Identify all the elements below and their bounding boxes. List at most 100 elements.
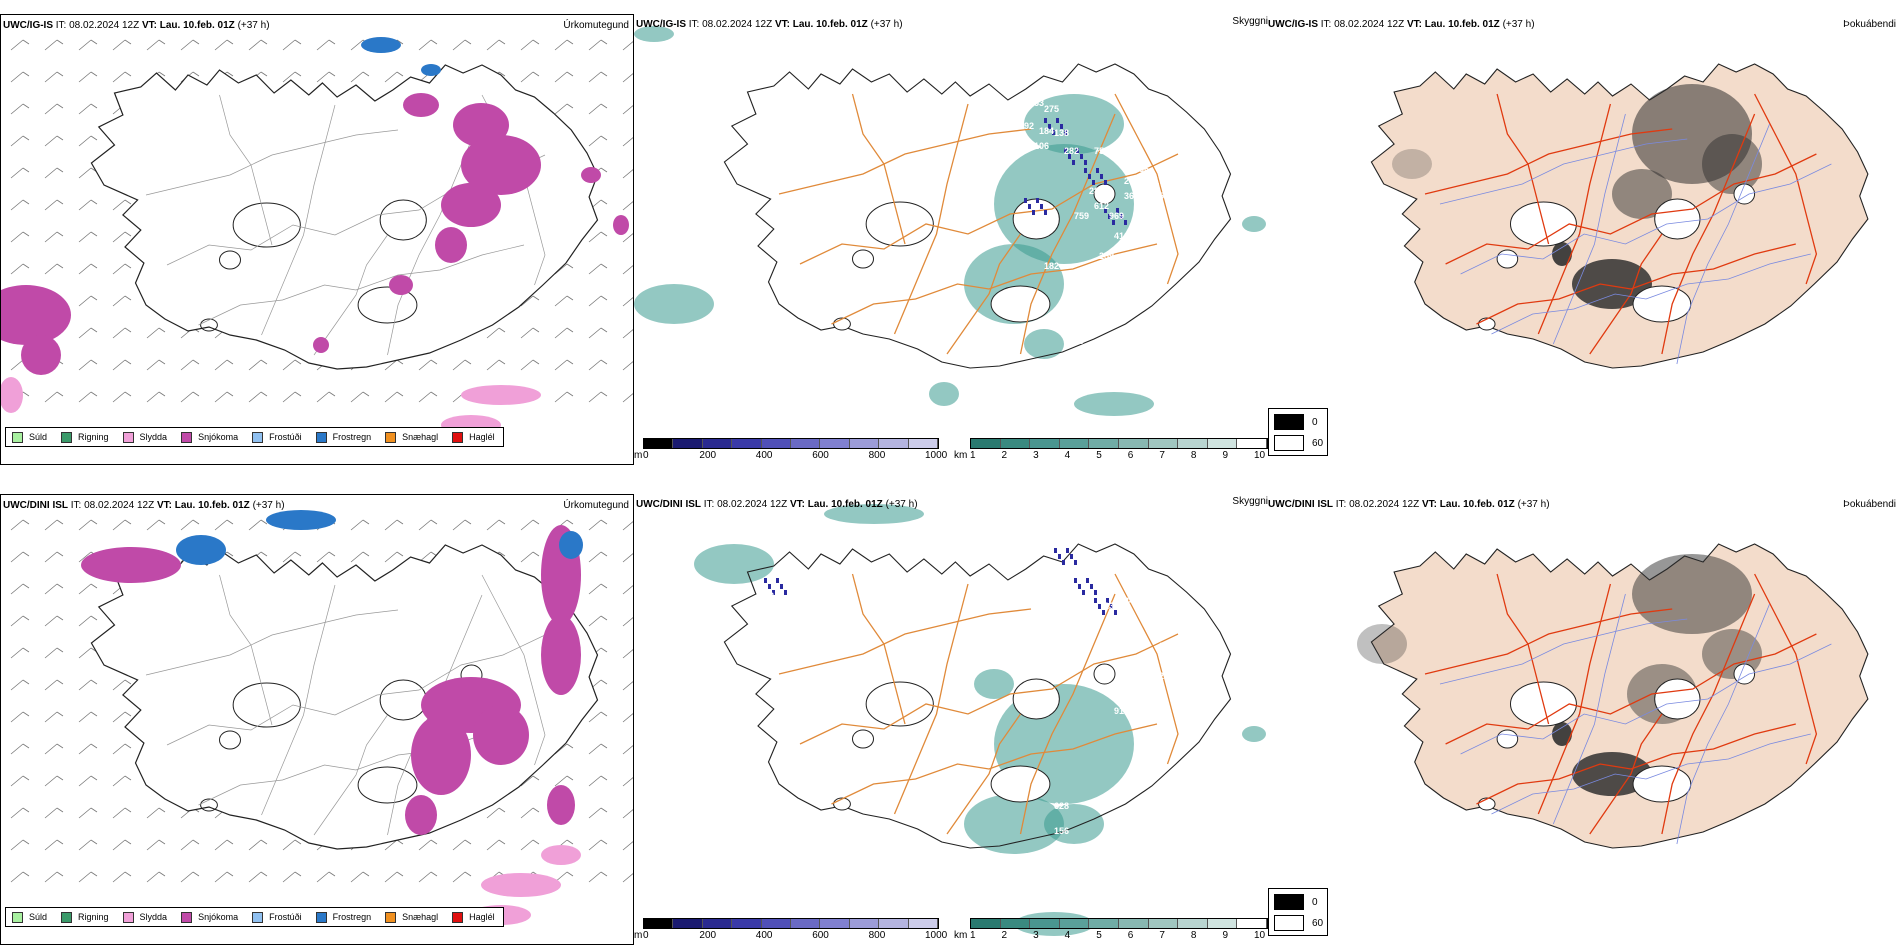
- snow-area: [473, 705, 529, 765]
- it-label: IT:: [703, 499, 715, 510]
- colorbar-tick: 4: [1064, 930, 1071, 941]
- wind-barb: [248, 871, 268, 883]
- visibility-value-label: 184: [1039, 126, 1054, 136]
- wind-barb: [588, 295, 608, 307]
- model-name: UWC/DINI ISL: [3, 500, 68, 511]
- wind-barb: [418, 359, 438, 371]
- road-network: [1424, 93, 1818, 355]
- legend-swatch: [181, 431, 193, 443]
- wind-barb: [588, 519, 608, 531]
- road-line: [831, 723, 1158, 805]
- wind-barb: [44, 615, 64, 627]
- freezing-rain-area: [176, 535, 226, 565]
- colorbar-step: [849, 439, 880, 448]
- speckle: [1052, 130, 1055, 135]
- wind-barb: [588, 583, 608, 595]
- init-time: 08.02.2024 12Z: [69, 20, 140, 31]
- wind-barb: [350, 519, 370, 531]
- speckle: [1056, 118, 1059, 123]
- colorbar-tick: 0: [643, 930, 649, 941]
- glacier-outline: [1632, 765, 1692, 803]
- speckle: [1074, 578, 1077, 583]
- precip-legend-item: Snjókoma: [181, 911, 238, 923]
- wind-barb: [180, 359, 200, 371]
- snow-area: [541, 615, 581, 695]
- wind-barb: [418, 839, 438, 851]
- colorbar-tick: 8: [1190, 450, 1197, 461]
- colorbar-tick: 10: [1254, 930, 1266, 941]
- iceland-coast: [723, 543, 1232, 849]
- wind-barb: [554, 71, 574, 83]
- colorbar-m-strip: [643, 918, 939, 929]
- wind-barb: [248, 519, 268, 531]
- panel-header: UWC/IG-IS IT: 08.02.2024 12Z VT: Lau. 10…: [1268, 19, 1535, 30]
- colorbar-tick: 5: [1096, 450, 1102, 461]
- wind-barb: [10, 167, 30, 179]
- glacier-outline: [1478, 317, 1496, 331]
- init-time: 08.02.2024 12Z: [717, 499, 788, 510]
- wind-barb: [78, 199, 98, 211]
- colorbar-tick: 800: [868, 930, 886, 941]
- visibility-value-label: 138: [1054, 128, 1069, 138]
- fog-index-area: [1632, 554, 1752, 634]
- fog-legend-item: 0: [1274, 414, 1318, 430]
- speckle: [1064, 148, 1067, 153]
- wind-barb: [622, 841, 633, 851]
- init-time: 08.02.2024 12Z: [702, 19, 773, 30]
- low-visibility-area: [974, 669, 1014, 699]
- wind-barb: [622, 649, 633, 659]
- colorbar-tick: 3: [1033, 450, 1039, 461]
- glacier-outline: [219, 730, 241, 750]
- wind-barb: [622, 329, 633, 339]
- road-line: [1445, 153, 1817, 265]
- wind-barb: [588, 359, 608, 371]
- glacier-outline: [852, 249, 874, 269]
- wind-barb: [418, 871, 438, 883]
- wind-barb: [622, 521, 633, 531]
- wind-barb: [44, 135, 64, 147]
- wind-barb: [520, 775, 540, 787]
- panel-header: UWC/DINI ISL IT: 08.02.2024 12Z VT: Lau.…: [1268, 499, 1550, 510]
- wind-barb: [350, 551, 370, 563]
- fog-legend-label: 60: [1312, 917, 1324, 929]
- visibility-value-label: 186: [1029, 216, 1044, 226]
- speckle: [780, 584, 783, 589]
- wind-barb: [180, 871, 200, 883]
- colorbar-step: [1148, 439, 1179, 448]
- fog-legend-swatch: [1274, 915, 1304, 931]
- wind-barb: [78, 871, 98, 883]
- colorbar-tick: 200: [699, 930, 717, 941]
- legend-swatch: [452, 911, 464, 923]
- speckle: [1044, 210, 1047, 215]
- wind-barb: [78, 103, 98, 115]
- wind-barb: [384, 71, 404, 83]
- wind-barb: [10, 103, 30, 115]
- legend-swatch: [252, 911, 264, 923]
- wind-barb: [112, 231, 132, 243]
- snow-area: [21, 335, 61, 375]
- road-line: [1496, 573, 1550, 725]
- legend-label: Súld: [29, 912, 48, 922]
- road-line: [1552, 113, 1626, 345]
- colorbar-step: [971, 439, 1001, 448]
- it-label: IT:: [55, 20, 67, 31]
- river-network: [1439, 593, 1832, 845]
- lead-time: (+37 h): [1517, 499, 1550, 510]
- snow-area: [403, 93, 439, 117]
- colorbar-step: [702, 919, 733, 928]
- wind-barb: [10, 775, 30, 787]
- speckle: [1032, 210, 1035, 215]
- wind-barb: [44, 519, 64, 531]
- speckle: [1094, 590, 1097, 595]
- model-name: UWC/DINI ISL: [1268, 499, 1333, 510]
- wind-barb: [112, 199, 132, 211]
- glacier-outline: [833, 317, 851, 331]
- colorbar-step: [1237, 439, 1267, 448]
- wind-barb: [10, 263, 30, 275]
- colorbar-step: [732, 919, 762, 928]
- snow-area: [81, 547, 181, 583]
- freezing-rain-area: [559, 531, 583, 559]
- glacier-outline: [1496, 729, 1519, 749]
- wind-barb: [248, 359, 268, 371]
- road-line: [261, 584, 336, 816]
